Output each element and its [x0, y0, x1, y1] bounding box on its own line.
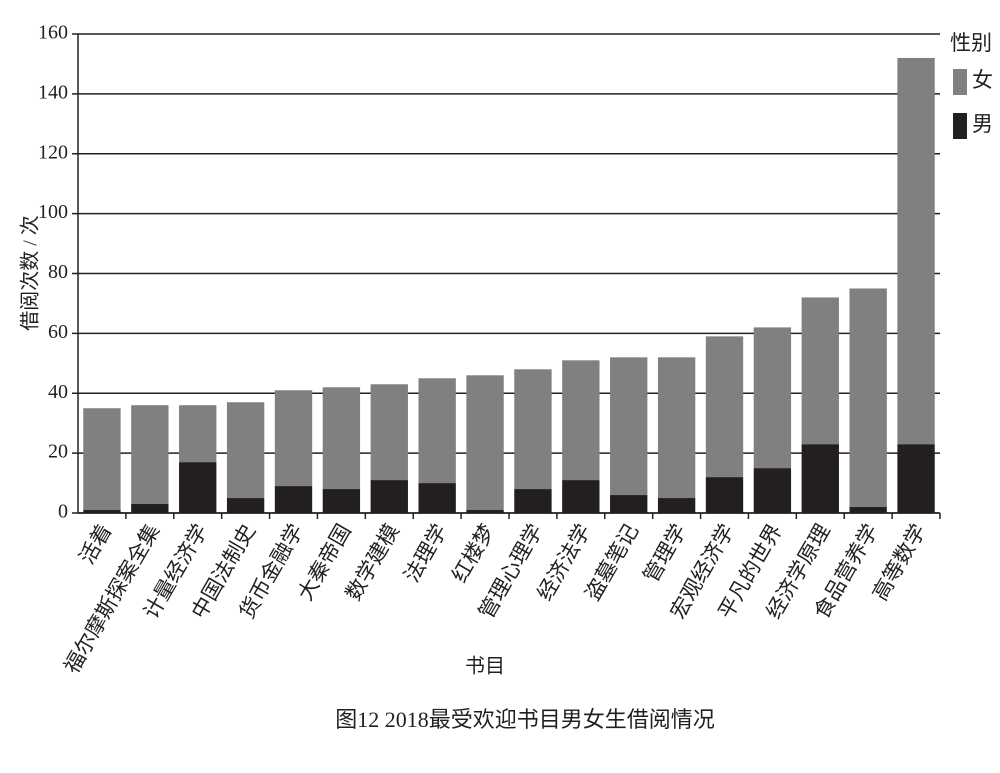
- x-tick-label: 活着: [75, 520, 117, 568]
- y-axis-label: 借阅次数 / 次: [19, 215, 42, 331]
- legend-title: 性别: [950, 31, 992, 55]
- y-tick-label: 140: [38, 81, 68, 103]
- y-tick-label: 0: [58, 501, 68, 523]
- bar-segment: [418, 378, 456, 484]
- bar-segment: [322, 489, 361, 513]
- caption: 图12 2018最受欢迎书目男女生借阅情况: [335, 707, 715, 732]
- y-tick-label: 60: [48, 321, 68, 343]
- bar-segment: [179, 462, 217, 513]
- x-axis-label: 书目: [465, 655, 505, 678]
- y-tick-label: 120: [38, 141, 68, 163]
- y-tick-label: 20: [48, 441, 68, 463]
- legend-swatch: [953, 113, 967, 139]
- legend-swatch: [953, 69, 967, 95]
- x-tick-label: 红楼梦: [447, 520, 499, 587]
- bar-segment: [226, 402, 265, 499]
- bar-segment: [849, 507, 887, 513]
- bar-segment: [705, 477, 744, 513]
- y-tick-label: 100: [38, 201, 68, 223]
- bar-segment: [514, 369, 552, 490]
- bar-segment: [657, 357, 696, 499]
- bar-segment: [562, 360, 600, 481]
- bar-segment: [753, 327, 792, 469]
- y-tick-label: 80: [48, 261, 68, 283]
- bar-segment: [131, 504, 169, 513]
- legend-label: 女: [972, 68, 993, 92]
- bar-segment: [418, 483, 456, 513]
- bar-segment: [370, 480, 408, 513]
- bar-segment: [466, 510, 504, 513]
- bar-segment: [466, 375, 504, 511]
- x-tick-label: 法理学: [399, 520, 451, 587]
- x-tick-label: 管理学: [639, 520, 691, 587]
- legend-label: 男: [972, 112, 993, 136]
- bar-segment: [370, 384, 408, 481]
- bar-segment: [131, 405, 169, 505]
- bar-segment: [753, 468, 792, 513]
- bar-segment: [322, 387, 361, 490]
- bar-segment: [514, 489, 552, 513]
- bar-segment: [610, 357, 648, 496]
- bar-segment: [801, 444, 839, 513]
- bar-segment: [610, 495, 648, 513]
- bar-segment: [226, 498, 265, 513]
- bar-segment: [897, 444, 935, 513]
- bar-segment: [705, 336, 744, 478]
- bar-segment: [657, 498, 696, 513]
- bar-segment: [179, 405, 217, 463]
- bar-segment: [562, 480, 600, 513]
- y-tick-label: 40: [48, 381, 68, 403]
- bar-segment: [801, 297, 839, 445]
- bar-segment: [274, 390, 313, 487]
- bar-segment: [83, 510, 121, 513]
- y-tick-label: 160: [38, 22, 68, 44]
- bar-segment: [274, 486, 313, 513]
- bar-segment: [897, 57, 935, 445]
- bar-segment: [83, 408, 121, 511]
- bar-segment: [849, 288, 887, 508]
